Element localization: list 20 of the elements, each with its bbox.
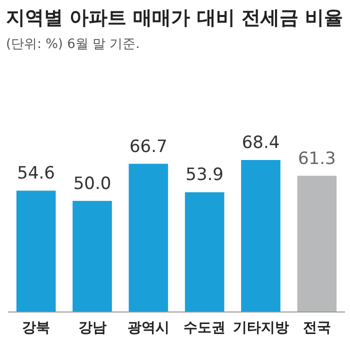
x-tick-label: 광역시 <box>127 320 170 336</box>
data-label: 53.9 <box>186 165 224 186</box>
bar <box>241 160 280 312</box>
bar <box>297 176 337 312</box>
data-label: 61.3 <box>298 148 336 169</box>
chart-title: 지역별 아파트 매매가 대비 전세금 비율 <box>6 7 344 29</box>
x-tick-label: 강남 <box>78 320 106 336</box>
bar <box>184 192 224 312</box>
chart-subtitle: (단위: %) 6월 말 기준. <box>6 37 140 52</box>
data-label: 50.0 <box>73 174 112 194</box>
x-tick-label: 수도권 <box>184 320 226 336</box>
bar <box>16 190 56 312</box>
x-tick-label: 기타지방 <box>232 320 289 336</box>
data-label: 66.7 <box>129 136 168 157</box>
x-tick-label: 전국 <box>302 320 331 336</box>
x-tick-label: 강북 <box>22 320 50 336</box>
data-label: 68.4 <box>242 133 280 153</box>
data-label: 54.6 <box>17 164 56 184</box>
bar <box>72 200 112 312</box>
bar <box>128 164 168 312</box>
